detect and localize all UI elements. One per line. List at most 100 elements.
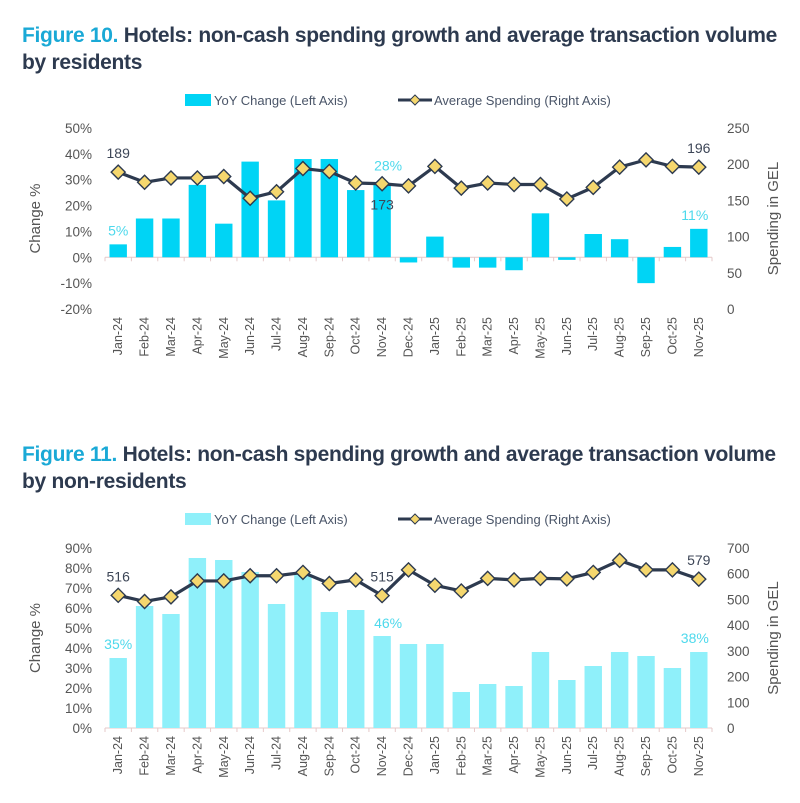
x-tick-label: Aug-25 bbox=[613, 317, 627, 357]
line-marker bbox=[268, 567, 285, 584]
line-marker bbox=[110, 587, 127, 604]
bar bbox=[373, 636, 391, 728]
bar bbox=[320, 612, 339, 728]
y-left-tick-label: -10% bbox=[60, 276, 92, 291]
legend-line-label: Average Spending (Right Axis) bbox=[434, 93, 611, 108]
figure-10-chart: YoY Change (Left Axis) Average Spending (… bbox=[27, 93, 782, 359]
x-tick-label: Feb-25 bbox=[454, 317, 468, 357]
line-marker bbox=[479, 175, 496, 192]
line-marker bbox=[585, 564, 602, 581]
bar bbox=[637, 257, 655, 284]
line-marker bbox=[453, 180, 470, 197]
line-data-label: 515 bbox=[370, 569, 394, 585]
line-marker bbox=[136, 174, 153, 191]
line-marker bbox=[453, 582, 470, 599]
bar bbox=[452, 257, 470, 268]
bar bbox=[135, 606, 154, 728]
line-marker bbox=[347, 571, 364, 588]
y-left-tick-label: 10% bbox=[65, 224, 92, 239]
y-right-tick-label: 100 bbox=[727, 695, 750, 710]
figure-10-number: Figure 10. bbox=[22, 24, 119, 47]
bar bbox=[188, 558, 207, 728]
x-tick-label: Aug-25 bbox=[613, 736, 627, 776]
legend-bar-swatch bbox=[185, 513, 211, 525]
x-tick-label: Mar-24 bbox=[164, 736, 178, 776]
figure-11-number: Figure 11. bbox=[22, 443, 118, 466]
line-marker bbox=[321, 575, 338, 592]
bar bbox=[109, 658, 127, 728]
line-marker bbox=[638, 151, 655, 168]
bar bbox=[294, 159, 312, 258]
x-tick-label: Feb-25 bbox=[454, 736, 468, 776]
bar bbox=[215, 223, 233, 258]
legend-bar-label: YoY Change (Left Axis) bbox=[214, 512, 348, 527]
line-marker bbox=[294, 160, 311, 177]
y-left-tick-label: 50% bbox=[65, 621, 92, 636]
line-marker bbox=[664, 158, 681, 175]
line-marker bbox=[189, 572, 206, 589]
line-marker bbox=[532, 176, 549, 193]
y-left-tick-label: 60% bbox=[65, 601, 92, 616]
x-tick-label: Feb-24 bbox=[138, 736, 152, 776]
line-marker bbox=[400, 177, 417, 194]
bar bbox=[109, 244, 127, 258]
line-marker bbox=[162, 588, 179, 605]
line-marker bbox=[321, 163, 338, 180]
y-right-tick-label: 300 bbox=[727, 644, 750, 659]
y-left-tick-label: 20% bbox=[65, 681, 92, 696]
bar bbox=[531, 213, 550, 258]
x-tick-label: Oct-24 bbox=[349, 736, 363, 774]
bar bbox=[267, 604, 286, 728]
line-data-label: 579 bbox=[687, 552, 711, 568]
bar bbox=[347, 190, 365, 258]
bar bbox=[452, 692, 470, 728]
x-tick-label: May-25 bbox=[533, 317, 547, 359]
bar bbox=[399, 644, 418, 728]
y-left-tick-label: 40% bbox=[65, 147, 92, 162]
bar bbox=[558, 257, 576, 260]
line-marker bbox=[374, 587, 391, 604]
y-left-tick-label: -20% bbox=[60, 302, 92, 317]
line-marker bbox=[611, 159, 628, 176]
y-right-tick-label: 50 bbox=[727, 266, 742, 281]
line-marker bbox=[294, 564, 311, 581]
bar bbox=[610, 239, 629, 258]
x-tick-label: Jul-25 bbox=[586, 317, 600, 351]
line-marker bbox=[110, 164, 127, 181]
y-left-tick-label: 40% bbox=[65, 641, 92, 656]
y-left-tick-label: 10% bbox=[65, 701, 92, 716]
line-marker bbox=[558, 570, 575, 587]
figure-10-title-text: Hotels: non-cash spending growth and ave… bbox=[22, 24, 777, 74]
bar-data-label: 35% bbox=[104, 636, 132, 652]
line-marker bbox=[215, 572, 232, 589]
legend-line-label: Average Spending (Right Axis) bbox=[434, 512, 611, 527]
y-left-tick-label: 20% bbox=[65, 199, 92, 214]
bar bbox=[215, 560, 233, 728]
bar bbox=[241, 161, 259, 258]
line-marker bbox=[374, 175, 391, 192]
x-tick-label: Nov-25 bbox=[692, 317, 706, 357]
bar bbox=[584, 234, 602, 258]
legend-bar-label: YoY Change (Left Axis) bbox=[214, 93, 348, 108]
y-right-tick-label: 250 bbox=[727, 121, 750, 136]
line-marker bbox=[506, 571, 523, 588]
bar-data-label: 46% bbox=[374, 615, 402, 631]
y-left-tick-label: 80% bbox=[65, 561, 92, 576]
legend-marker-icon bbox=[409, 94, 421, 106]
x-tick-label: Sep-24 bbox=[322, 317, 336, 357]
x-tick-label: Oct-25 bbox=[665, 317, 679, 355]
x-tick-label: Oct-25 bbox=[665, 736, 679, 774]
y-left-tick-label: 50% bbox=[65, 121, 92, 136]
bar bbox=[373, 184, 391, 258]
bar bbox=[162, 614, 180, 728]
bar bbox=[478, 684, 497, 728]
bar bbox=[584, 666, 602, 728]
bar-data-label: 28% bbox=[374, 158, 402, 174]
line-marker bbox=[426, 158, 443, 175]
line-marker bbox=[400, 561, 417, 578]
x-tick-label: Jun-25 bbox=[560, 317, 574, 355]
y-left-tick-label: 0% bbox=[72, 250, 92, 265]
line-data-label: 516 bbox=[107, 568, 131, 584]
x-tick-label: Nov-24 bbox=[375, 317, 389, 357]
x-tick-label: Jan-24 bbox=[111, 736, 125, 774]
